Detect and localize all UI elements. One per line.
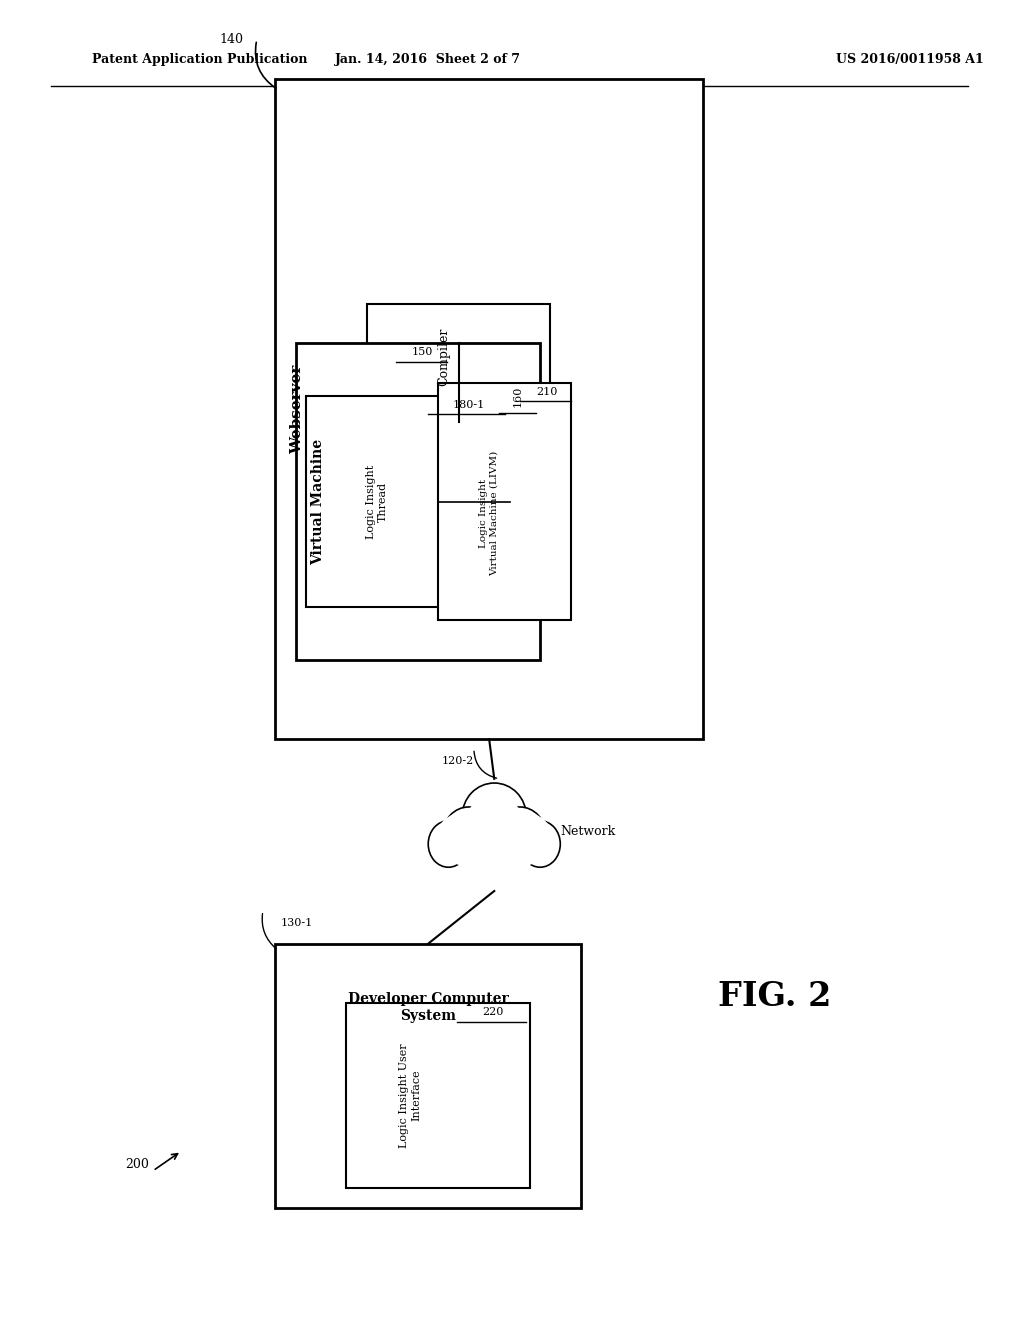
Ellipse shape (434, 805, 554, 871)
Text: 180-1: 180-1 (453, 400, 485, 411)
Text: 130-1: 130-1 (281, 917, 312, 928)
Ellipse shape (437, 821, 474, 862)
Ellipse shape (428, 821, 469, 867)
Ellipse shape (443, 807, 495, 862)
Ellipse shape (467, 793, 522, 851)
Text: Virtual Machine: Virtual Machine (311, 438, 325, 565)
Text: Developer Computer
System: Developer Computer System (347, 991, 508, 1023)
Text: FIG. 2: FIG. 2 (718, 979, 831, 1014)
Text: 120-2: 120-2 (441, 755, 474, 766)
Bar (438, 383, 570, 620)
Ellipse shape (443, 825, 545, 869)
Ellipse shape (495, 807, 546, 862)
Text: Compiler: Compiler (437, 327, 451, 387)
Text: Patent Application Publication: Patent Application Publication (92, 53, 307, 66)
Text: 160: 160 (512, 385, 522, 407)
Text: US 2016/0011958 A1: US 2016/0011958 A1 (836, 53, 983, 66)
Text: 220: 220 (482, 1007, 504, 1018)
Bar (296, 343, 540, 660)
Text: 150: 150 (412, 347, 433, 358)
Text: 210: 210 (537, 387, 557, 397)
Text: Logic Insight User
Interface: Logic Insight User Interface (399, 1043, 422, 1148)
Ellipse shape (490, 810, 539, 861)
Bar (275, 944, 581, 1208)
Bar (306, 396, 510, 607)
Text: Network: Network (560, 825, 615, 838)
Bar (367, 304, 550, 422)
Text: 140: 140 (219, 33, 243, 46)
Ellipse shape (520, 821, 560, 867)
Ellipse shape (449, 825, 540, 863)
Text: Logic Insight
Thread: Logic Insight Thread (366, 465, 388, 539)
Text: Jan. 14, 2016  Sheet 2 of 7: Jan. 14, 2016 Sheet 2 of 7 (335, 53, 521, 66)
Bar (275, 79, 703, 739)
Text: Webserver: Webserver (291, 364, 304, 454)
Ellipse shape (462, 783, 526, 850)
Bar (346, 1003, 530, 1188)
Text: Logic Insight
Virtual Machine (LIVM): Logic Insight Virtual Machine (LIVM) (478, 451, 499, 576)
Ellipse shape (514, 821, 551, 862)
Text: 200: 200 (126, 1158, 150, 1171)
Ellipse shape (451, 810, 498, 861)
